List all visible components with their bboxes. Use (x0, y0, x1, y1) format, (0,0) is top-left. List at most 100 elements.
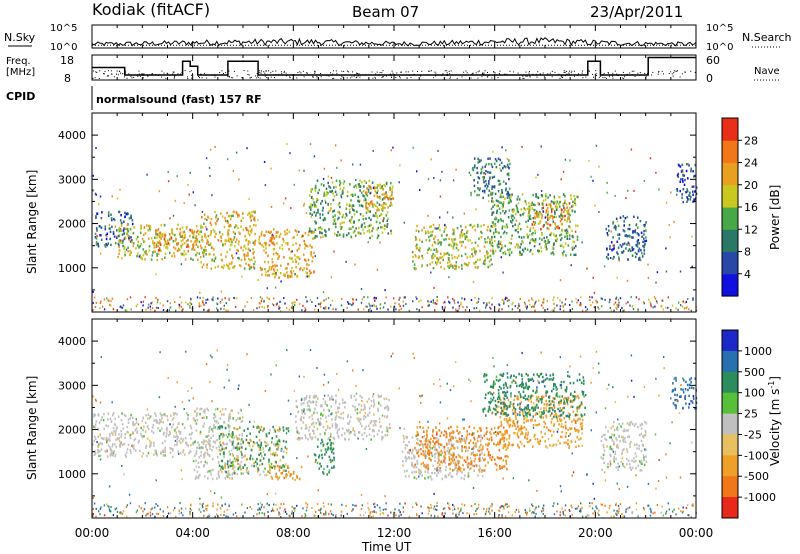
nave-dot (471, 73, 473, 75)
heatmap-cell (107, 418, 109, 421)
heatmap-cell (454, 238, 457, 241)
heatmap-cell (638, 234, 640, 237)
heatmap-cell (270, 452, 272, 456)
heatmap-cell (118, 239, 120, 243)
heatmap-cell (458, 265, 460, 269)
heatmap-cell (234, 245, 236, 248)
heatmap-cell (261, 454, 263, 458)
heatmap-cell (680, 178, 682, 181)
heatmap-cell (255, 224, 257, 227)
heatmap-cell (483, 176, 485, 179)
nave-dot (147, 76, 149, 78)
heatmap-cell (319, 213, 321, 216)
heatmap-cell (640, 249, 642, 252)
heatmap-cell (617, 252, 619, 256)
nave-label: Nave (754, 66, 780, 77)
heatmap-cell (180, 246, 183, 249)
heatmap-cell (590, 175, 592, 178)
heatmap-cell (370, 309, 372, 312)
heatmap-cell (474, 444, 476, 447)
heatmap-cell (322, 219, 325, 222)
heatmap-cell (159, 249, 161, 252)
heatmap-cell (327, 175, 330, 178)
nave-dot (117, 74, 119, 76)
heatmap-cell (516, 210, 519, 213)
heatmap-cell (505, 182, 507, 185)
heatmap-cell (274, 265, 276, 268)
heatmap-cell (368, 411, 371, 414)
heatmap-cell (94, 414, 96, 417)
heatmap-cell (479, 187, 481, 190)
heatmap-cell (202, 255, 205, 258)
heatmap-cell (116, 437, 119, 440)
nave-dot (165, 77, 167, 79)
heatmap-cell (552, 201, 554, 204)
heatmap-cell (684, 301, 686, 304)
nave-dot (563, 70, 565, 72)
heatmap-cell (649, 157, 652, 160)
heatmap-cell (337, 230, 339, 234)
heatmap-cell (507, 191, 510, 195)
heatmap-cell (469, 457, 472, 460)
heatmap-cell (95, 215, 97, 218)
heatmap-cell (346, 430, 349, 433)
heatmap-cell (327, 426, 329, 430)
heatmap-cell (259, 452, 262, 455)
heatmap-cell (287, 262, 289, 266)
heatmap-cell (321, 227, 323, 231)
heatmap-cell (341, 226, 343, 229)
heatmap-cell (190, 427, 193, 430)
heatmap-cell (523, 301, 526, 304)
heatmap-cell (281, 247, 284, 251)
heatmap-cell (547, 216, 549, 219)
heatmap-cell (196, 407, 198, 410)
heatmap-cell (426, 264, 429, 267)
heatmap-cell (644, 242, 646, 246)
nave-dot (526, 75, 528, 77)
heatmap-cell (404, 475, 407, 478)
heatmap-cell (252, 457, 254, 461)
heatmap-cell (248, 212, 250, 215)
heatmap-cell (310, 423, 313, 426)
heatmap-cell (250, 219, 252, 222)
heatmap-cell (492, 244, 494, 248)
heatmap-cell (257, 468, 260, 472)
heatmap-cell (160, 233, 162, 236)
heatmap-cell (503, 212, 506, 215)
heatmap-cell (618, 304, 620, 307)
heatmap-cell (471, 464, 474, 467)
heatmap-cell (287, 470, 290, 474)
heatmap-cell (193, 441, 196, 444)
heatmap-cell (172, 214, 175, 217)
heatmap-cell (370, 399, 373, 403)
heatmap-cell (585, 309, 587, 312)
heatmap-cell (217, 426, 220, 429)
heatmap-cell (305, 211, 308, 214)
heatmap-cell (312, 421, 315, 425)
nave-dot (247, 70, 249, 72)
heatmap-cell (335, 193, 338, 196)
heatmap-cell (209, 175, 211, 177)
heatmap-cell (268, 274, 270, 277)
heatmap-cell (191, 244, 194, 247)
heatmap-cell (240, 219, 243, 222)
heatmap-cell (486, 250, 488, 253)
heatmap-cell (160, 224, 163, 227)
heatmap-cell (153, 246, 156, 249)
heatmap-cell (502, 271, 504, 274)
heatmap-cell (100, 300, 102, 303)
heatmap-cell (201, 441, 203, 444)
heatmap-cell (489, 229, 492, 233)
heatmap-cell (534, 303, 536, 306)
nave-dot (335, 70, 337, 72)
nave-dot (243, 70, 245, 71)
heatmap-cell (120, 239, 123, 242)
heatmap-cell (561, 237, 563, 240)
heatmap-cell (272, 304, 275, 307)
heatmap-cell (532, 299, 534, 301)
heatmap-cell (393, 297, 395, 300)
heatmap-cell (425, 440, 428, 443)
heatmap-cell (549, 223, 551, 227)
heatmap-cell (193, 468, 196, 472)
heatmap-cell (125, 455, 128, 458)
